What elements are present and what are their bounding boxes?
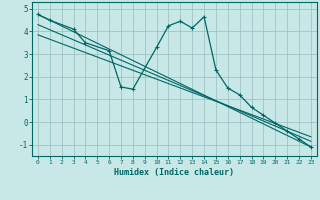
X-axis label: Humidex (Indice chaleur): Humidex (Indice chaleur) [115,168,234,177]
